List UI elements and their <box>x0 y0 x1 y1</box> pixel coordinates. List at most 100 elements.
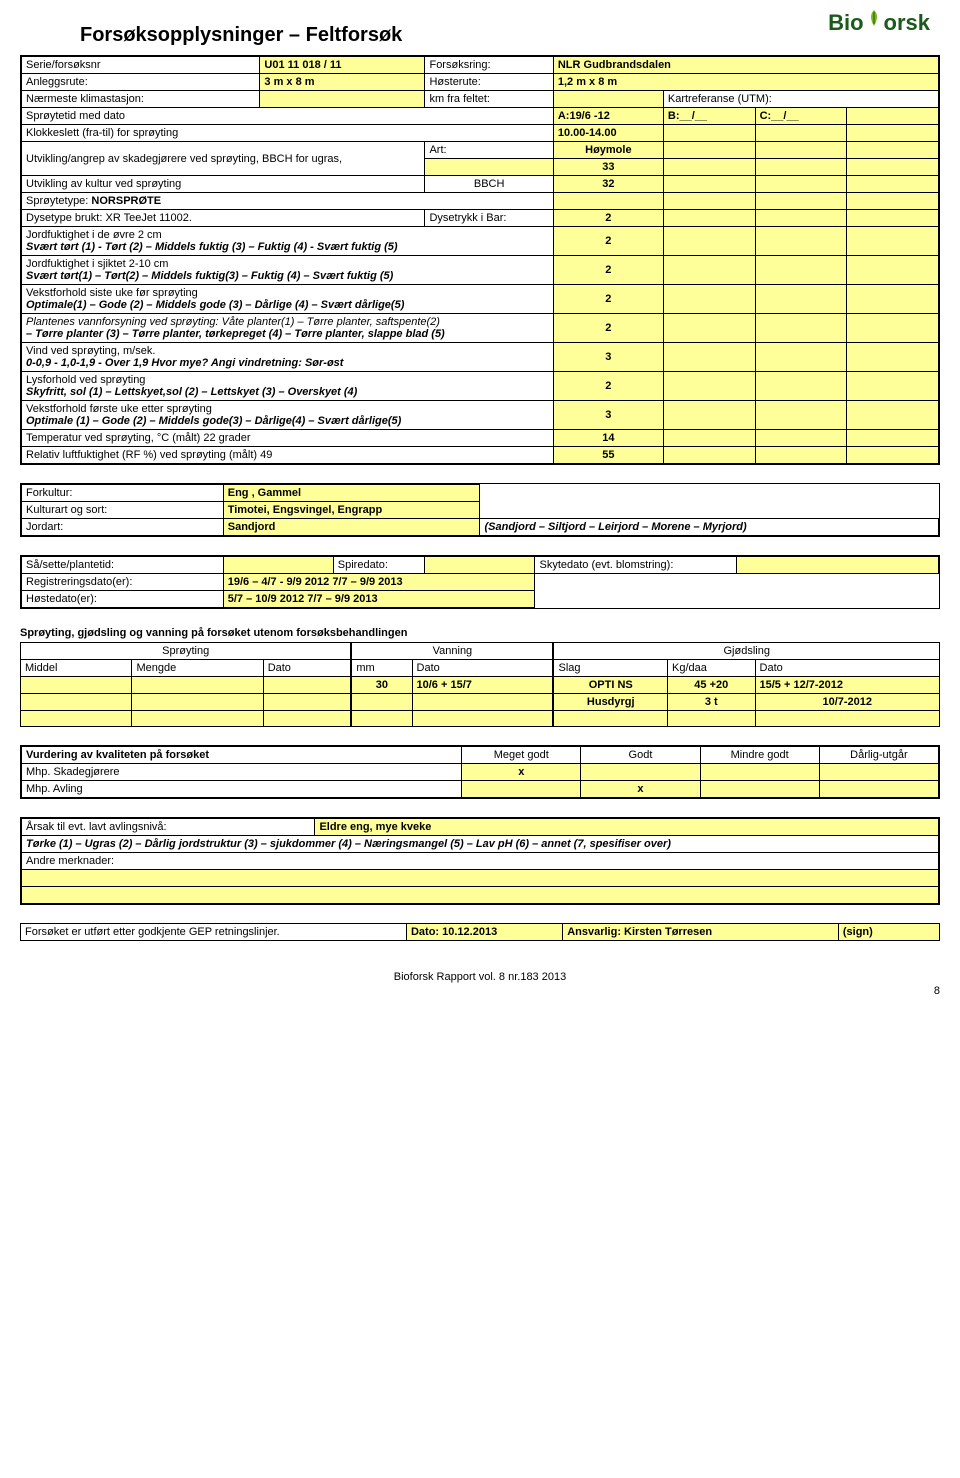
value: 10/7-2012 <box>755 694 939 711</box>
value <box>847 447 939 464</box>
value <box>755 447 847 464</box>
header: Slag <box>553 660 667 677</box>
value <box>132 694 263 711</box>
value <box>21 694 132 711</box>
value: 3 <box>553 343 663 372</box>
value: 2 <box>553 372 663 401</box>
header: Vanning <box>351 643 553 660</box>
value: 15/5 + 12/7-2012 <box>755 677 939 694</box>
value <box>847 125 939 142</box>
value: 14 <box>553 430 663 447</box>
table-row: Kulturart og sort: Timotei, Engsvingel, … <box>22 502 939 519</box>
value <box>663 125 755 142</box>
page-number: 8 <box>20 985 940 997</box>
value <box>351 711 412 727</box>
label: Kartreferanse (UTM): <box>663 91 938 108</box>
value: 10.00-14.00 <box>553 125 663 142</box>
label: Jordart: <box>22 519 224 536</box>
value <box>755 142 847 159</box>
value: 3 <box>553 401 663 430</box>
table-row <box>22 870 939 887</box>
value: 30 <box>351 677 412 694</box>
leaf-icon <box>864 8 884 32</box>
value <box>847 314 939 343</box>
value: OPTI NS <box>553 677 667 694</box>
dates-block: Så/sette/plantetid: Spiredato: Skytedato… <box>20 555 940 609</box>
value: 55 <box>553 447 663 464</box>
table-row: Serie/forsøksnr U01 11 018 / 11 Forsøksr… <box>22 57 939 74</box>
value <box>755 227 847 256</box>
table-row: Nærmeste klimastasjon: km fra feltet: Ka… <box>22 91 939 108</box>
header: Gjødsling <box>553 643 939 660</box>
label: Klokkeslett (fra-til) for sprøyting <box>22 125 554 142</box>
value <box>847 210 939 227</box>
value <box>663 447 755 464</box>
header: Kg/daa <box>668 660 755 677</box>
value <box>223 557 333 574</box>
value: Timotei, Engsvingel, Engrapp <box>223 502 480 519</box>
label: Relativ luftfuktighet (RF %) ved sprøyti… <box>22 447 554 464</box>
options: (Sandjord – Siltjord – Leirjord – Morene… <box>480 519 939 536</box>
value <box>553 91 663 108</box>
table-row: Klokkeslett (fra-til) for sprøyting 10.0… <box>22 125 939 142</box>
table-row: Sprøytetype: NORSPRØTE <box>22 193 939 210</box>
label: Forsøksring: <box>425 57 553 74</box>
value <box>819 764 938 781</box>
value <box>412 711 553 727</box>
value <box>351 694 412 711</box>
value: 2 <box>553 314 663 343</box>
remarks-table: Årsak til evt. lavt avlingsnivå: Eldre e… <box>21 818 939 904</box>
label: Forkultur: <box>22 485 224 502</box>
value <box>847 227 939 256</box>
remarks-block: Årsak til evt. lavt avlingsnivå: Eldre e… <box>20 817 940 905</box>
label: Jordfuktighet i sjiktet 2-10 cm Svært tø… <box>22 256 554 285</box>
label: Art: <box>425 142 553 159</box>
value: 2 <box>553 285 663 314</box>
dates-table: Så/sette/plantetid: Spiredato: Skytedato… <box>21 556 939 608</box>
value: Dato: 10.12.2013 <box>406 924 562 941</box>
value <box>21 711 132 727</box>
footer-text: Bioforsk Rapport vol. 8 nr.183 2013 <box>20 971 940 983</box>
value: 3 m x 8 m <box>260 74 425 91</box>
value <box>663 227 755 256</box>
label: Utvikling/angrep av skadegjørere ved spr… <box>22 142 425 176</box>
value <box>260 91 425 108</box>
value <box>847 372 939 401</box>
value <box>663 256 755 285</box>
label: Kulturart og sort: <box>22 502 224 519</box>
header: Godt <box>581 747 700 764</box>
header: Sprøyting <box>21 643 352 660</box>
table-row: Mhp. Avling x <box>22 781 939 798</box>
header: Dato <box>263 660 351 677</box>
value: 33 <box>553 159 663 176</box>
value <box>663 142 755 159</box>
value <box>553 711 667 727</box>
table-row: Middel Mengde Dato mm Dato Slag Kg/daa D… <box>21 660 940 677</box>
value <box>263 677 351 694</box>
value <box>663 193 755 210</box>
value <box>581 764 700 781</box>
value <box>737 557 939 574</box>
table-row: Tørke (1) – Ugras (2) – Dårlig jordstruk… <box>22 836 939 853</box>
main-form-block: Serie/forsøksnr U01 11 018 / 11 Forsøksr… <box>20 55 940 465</box>
table-row: Relativ luftfuktighet (RF %) ved sprøyti… <box>22 447 939 464</box>
value <box>755 125 847 142</box>
value: (sign) <box>838 924 939 941</box>
value <box>553 193 663 210</box>
value <box>22 870 939 887</box>
value: x <box>462 764 581 781</box>
value <box>412 694 553 711</box>
table-row: Husdyrgj 3 t 10/7-2012 <box>21 694 940 711</box>
value <box>663 314 755 343</box>
value: 1,2 m x 8 m <box>553 74 938 91</box>
table-row: Forkultur: Eng , Gammel <box>22 485 939 502</box>
label: Temperatur ved sprøyting, °C (målt) 22 g… <box>22 430 554 447</box>
label: Vind ved sprøyting, m/sek.0-0,9 - 1,0-1,… <box>22 343 554 372</box>
table-row: Mhp. Skadegjørere x <box>22 764 939 781</box>
value: 45 +20 <box>668 677 755 694</box>
label: Spiredato: <box>333 557 425 574</box>
table-row: Forsøket er utført etter godkjente GEP r… <box>21 924 940 941</box>
label: Andre merknader: <box>22 853 939 870</box>
value <box>755 343 847 372</box>
header: Dato <box>755 660 939 677</box>
